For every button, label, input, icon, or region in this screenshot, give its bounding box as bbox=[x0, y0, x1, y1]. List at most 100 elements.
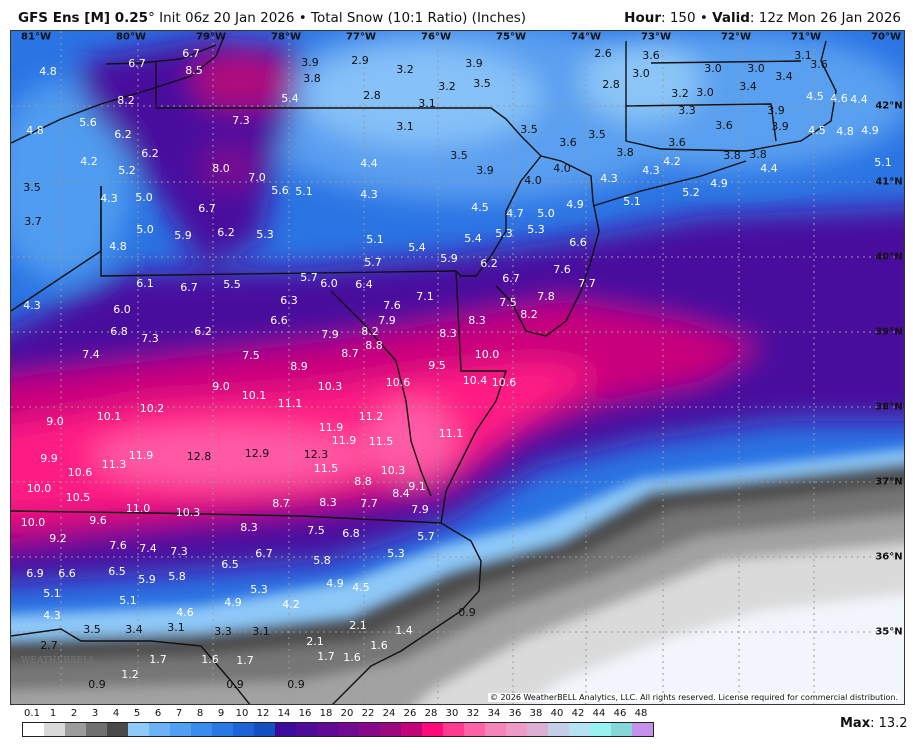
snow-total-label: 3.0 bbox=[704, 62, 722, 75]
snow-total-label: 4.0 bbox=[553, 162, 571, 175]
snow-total-label: 5.1 bbox=[874, 156, 892, 169]
colorbar-swatch bbox=[23, 723, 44, 736]
snow-total-label: 3.0 bbox=[747, 62, 765, 75]
snow-total-label: 4.3 bbox=[23, 299, 41, 312]
snow-total-label: 11.5 bbox=[313, 462, 339, 475]
colorbar-swatch bbox=[611, 723, 632, 736]
colorbar-swatch bbox=[380, 723, 401, 736]
snow-total-label: 6.1 bbox=[136, 277, 154, 290]
snow-total-label: 12.8 bbox=[186, 450, 212, 463]
snow-total-label: 6.7 bbox=[198, 202, 216, 215]
snow-total-label: 7.3 bbox=[232, 114, 250, 127]
snow-total-label: 3.5 bbox=[83, 623, 101, 636]
snow-total-label: 5.7 bbox=[364, 256, 382, 269]
colorbar-swatch bbox=[464, 723, 485, 736]
snow-total-label: 2.6 bbox=[594, 47, 612, 60]
snow-total-label: 8.8 bbox=[365, 339, 383, 352]
snow-total-label: 3.2 bbox=[396, 63, 414, 76]
snow-total-label: 2.8 bbox=[602, 78, 620, 91]
hour-label: Hour bbox=[624, 10, 661, 26]
snow-total-label: 5.9 bbox=[440, 252, 458, 265]
snow-total-label: 0.9 bbox=[88, 678, 106, 691]
snow-total-label: 3.2 bbox=[438, 80, 456, 93]
snow-total-label: 3.6 bbox=[559, 136, 577, 149]
snow-total-label: 6.2 bbox=[480, 257, 498, 270]
snow-total-label: 4.4 bbox=[360, 157, 378, 170]
snow-total-label: 6.6 bbox=[270, 314, 288, 327]
colorbar-swatch bbox=[485, 723, 506, 736]
longitude-tick: 71°W bbox=[791, 31, 821, 43]
snow-total-label: 8.2 bbox=[520, 308, 538, 321]
snow-total-label: 3.1 bbox=[167, 621, 185, 634]
snow-total-label: 5.3 bbox=[495, 227, 513, 240]
graticule bbox=[11, 31, 904, 704]
separator: • bbox=[699, 10, 708, 26]
snow-total-label: 11.9 bbox=[331, 434, 357, 447]
snow-total-label: 10.3 bbox=[175, 506, 201, 519]
colorbar-swatch bbox=[275, 723, 296, 736]
snow-total-label: 3.8 bbox=[303, 72, 321, 85]
snow-total-label: 7.5 bbox=[307, 524, 325, 537]
snow-total-label: 9.9 bbox=[40, 452, 58, 465]
longitude-tick: 73°W bbox=[641, 31, 671, 43]
colorbar-swatch bbox=[86, 723, 107, 736]
snow-total-label: 1.2 bbox=[121, 668, 139, 681]
snow-total-label: 2.7 bbox=[40, 639, 58, 652]
colorbar-swatch bbox=[527, 723, 548, 736]
snow-total-label: 3.1 bbox=[396, 120, 414, 133]
snow-total-label: 0.9 bbox=[287, 678, 305, 691]
snow-total-label: 3.5 bbox=[473, 77, 491, 90]
snow-total-label: 3.9 bbox=[465, 57, 483, 70]
snow-total-label: 3.1 bbox=[794, 49, 812, 62]
snow-total-label: 11.9 bbox=[128, 449, 154, 462]
init-time: Init 06z 20 Jan 2026 bbox=[159, 10, 295, 26]
snow-total-label: 5.3 bbox=[250, 583, 268, 596]
longitude-tick: 76°W bbox=[421, 31, 451, 43]
valid-value: : 12z Mon 26 Jan 2026 bbox=[749, 10, 901, 26]
snow-total-label: 6.6 bbox=[569, 236, 587, 249]
snow-total-label: 6.8 bbox=[342, 527, 360, 540]
snow-total-label: 10.2 bbox=[139, 402, 165, 415]
snow-total-label: 6.2 bbox=[114, 128, 132, 141]
map-title: GFS Ens [M] 0.25° Init 06z 20 Jan 2026 •… bbox=[18, 10, 526, 26]
colorbar-swatch bbox=[569, 723, 590, 736]
snow-total-label: 11.3 bbox=[101, 458, 127, 471]
snow-total-label: 6.2 bbox=[141, 147, 159, 160]
snow-total-label: 3.5 bbox=[588, 128, 606, 141]
snow-total-label: 5.8 bbox=[313, 554, 331, 567]
max-value: Max: 13.2 bbox=[840, 716, 908, 731]
colorbar-label: 5 bbox=[133, 708, 141, 719]
degree-symbol: ° bbox=[148, 10, 155, 26]
snow-total-label: 1.6 bbox=[201, 653, 219, 666]
colorbar-label: 0.1 bbox=[24, 708, 40, 719]
latitude-tick: 39°N bbox=[875, 326, 903, 338]
colorbar-label: 6 bbox=[154, 708, 162, 719]
snow-total-label: 4.8 bbox=[39, 65, 57, 78]
snow-total-label: 7.4 bbox=[139, 542, 157, 555]
colorbar-swatch bbox=[422, 723, 443, 736]
snow-total-label: 3.9 bbox=[301, 56, 319, 69]
snow-total-label: 5.4 bbox=[281, 92, 299, 105]
snow-total-label: 10.0 bbox=[26, 482, 52, 495]
product-name: Total Snow (10:1 Ratio) (Inches) bbox=[311, 10, 527, 26]
snow-total-label: 10.5 bbox=[65, 491, 91, 504]
snow-total-label: 7.4 bbox=[82, 348, 100, 361]
snow-total-label: 5.1 bbox=[119, 594, 137, 607]
snow-total-label: 3.5 bbox=[450, 149, 468, 162]
colorbar-swatch bbox=[443, 723, 464, 736]
snow-total-label: 3.9 bbox=[771, 120, 789, 133]
snow-total-label: 4.5 bbox=[471, 201, 489, 214]
colorbar-swatch bbox=[44, 723, 65, 736]
colorbar-swatch bbox=[212, 723, 233, 736]
snow-total-label: 4.7 bbox=[506, 207, 524, 220]
snow-total-label: 3.6 bbox=[810, 58, 828, 71]
snow-total-label: 3.5 bbox=[23, 181, 41, 194]
snow-total-label: 2.8 bbox=[363, 89, 381, 102]
snow-total-label: 4.9 bbox=[710, 177, 728, 190]
snow-total-label: 11.2 bbox=[358, 410, 384, 423]
colorbar-label: 48 bbox=[634, 708, 648, 719]
snow-total-label: 7.5 bbox=[242, 349, 260, 362]
snow-total-label: 4.6 bbox=[830, 92, 848, 105]
snow-total-label: 8.8 bbox=[354, 475, 372, 488]
snow-total-label: 10.0 bbox=[474, 348, 500, 361]
